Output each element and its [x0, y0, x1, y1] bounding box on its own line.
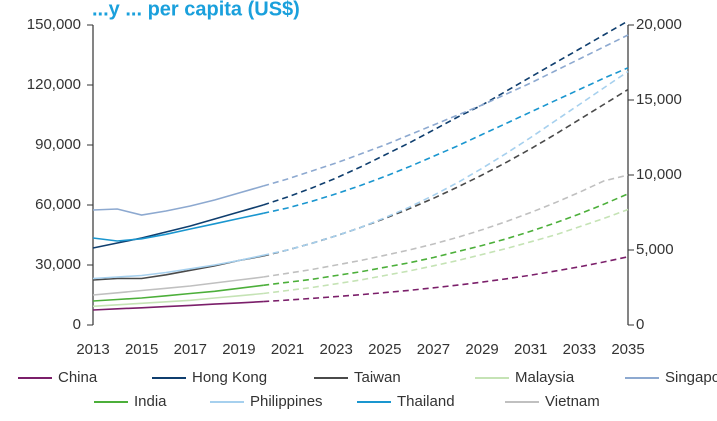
x-tick-label: 2021 [271, 341, 304, 358]
series-line-actual-thailand [92, 212, 264, 242]
legend-item-philippines: Philippines [210, 393, 323, 410]
series-line-actual-hong-kong [92, 204, 264, 249]
legend-label: Vietnam [545, 393, 600, 410]
y-left-tick-label: 90,000 [35, 136, 81, 153]
series-line-projection-hong-kong [262, 20, 629, 206]
x-tick-label: 2035 [611, 341, 644, 358]
x-tick-label: 2029 [465, 341, 498, 358]
legend-label: China [58, 369, 98, 386]
chart-title: ...y ... per capita (US$) [92, 0, 300, 21]
series-line-projection-india [263, 193, 629, 287]
series-thailand [92, 67, 629, 242]
x-tick-label: 2017 [174, 341, 207, 358]
y-left-tick-label: 30,000 [35, 256, 81, 273]
legend-item-china: China [18, 369, 98, 386]
x-tick-label: 2015 [125, 341, 158, 358]
series-singapore [92, 34, 629, 216]
series-line-projection-singapore [262, 34, 629, 187]
legend-label: Singapore [665, 369, 717, 386]
x-tick-label: 2031 [514, 341, 547, 358]
y-left-tick-label: 120,000 [27, 76, 81, 93]
x-tick-label: 2023 [319, 341, 352, 358]
legend-label: India [134, 393, 167, 410]
series-china [92, 256, 629, 311]
legend-item-vietnam: Vietnam [505, 393, 600, 410]
series-hong-kong [92, 20, 629, 249]
y-right-tick-label: 0 [636, 316, 644, 333]
y-left-tick-label: 0 [73, 316, 81, 333]
legend-item-malaysia: Malaysia [475, 369, 575, 386]
legend-label: Malaysia [515, 369, 575, 386]
axes-layer: 0 30,000 60,000 90,000 120,000 150,000 0 5,000 1… [27, 16, 682, 358]
series-malaysia [92, 208, 629, 308]
x-tick-label: 2033 [563, 341, 596, 358]
legend-label: Thailand [397, 393, 455, 410]
series-india [92, 193, 629, 302]
series-line-projection-philippines [263, 70, 629, 257]
series-line-actual-china [92, 300, 264, 311]
series-line-actual-singapore [92, 185, 264, 216]
x-tick-label: 2013 [76, 341, 109, 358]
series-layer [92, 20, 629, 311]
y-left-tick-label: 150,000 [27, 16, 81, 33]
legend-item-india: India [94, 393, 167, 410]
legend-label: Philippines [250, 393, 323, 410]
legend-item-taiwan: Taiwan [314, 369, 401, 386]
series-line-actual-philippines [92, 254, 264, 280]
series-philippines [92, 70, 629, 280]
y-right-tick-label: 10,000 [636, 166, 682, 183]
legend-item-thailand: Thailand [357, 393, 455, 410]
series-line-projection-malaysia [263, 208, 629, 295]
legend-label: Hong Kong [192, 369, 267, 386]
series-line-projection-vietnam [263, 174, 629, 278]
series-line-actual-india [92, 284, 264, 302]
y-right-tick-label: 5,000 [636, 241, 674, 258]
series-line-projection-china [263, 256, 629, 303]
series-line-actual-vietnam [92, 276, 264, 296]
y-right-tick-label: 20,000 [636, 16, 682, 33]
legend: China Hong Kong Taiwan Malaysia Singapore Ind… [18, 369, 717, 410]
x-tick-label: 2027 [417, 341, 450, 358]
x-tick-label: 2025 [368, 341, 401, 358]
series-vietnam [92, 174, 629, 296]
series-line-projection-taiwan [263, 88, 629, 257]
y-left-tick-label: 60,000 [35, 196, 81, 213]
y-right-tick-label: 15,000 [636, 91, 682, 108]
x-tick-label: 2019 [222, 341, 255, 358]
series-line-actual-malaysia [92, 292, 264, 308]
series-line-projection-thailand [263, 67, 629, 215]
legend-label: Taiwan [354, 369, 401, 386]
legend-item-hong-kong: Hong Kong [152, 369, 267, 386]
legend-item-singapore: Singapore [625, 369, 717, 386]
